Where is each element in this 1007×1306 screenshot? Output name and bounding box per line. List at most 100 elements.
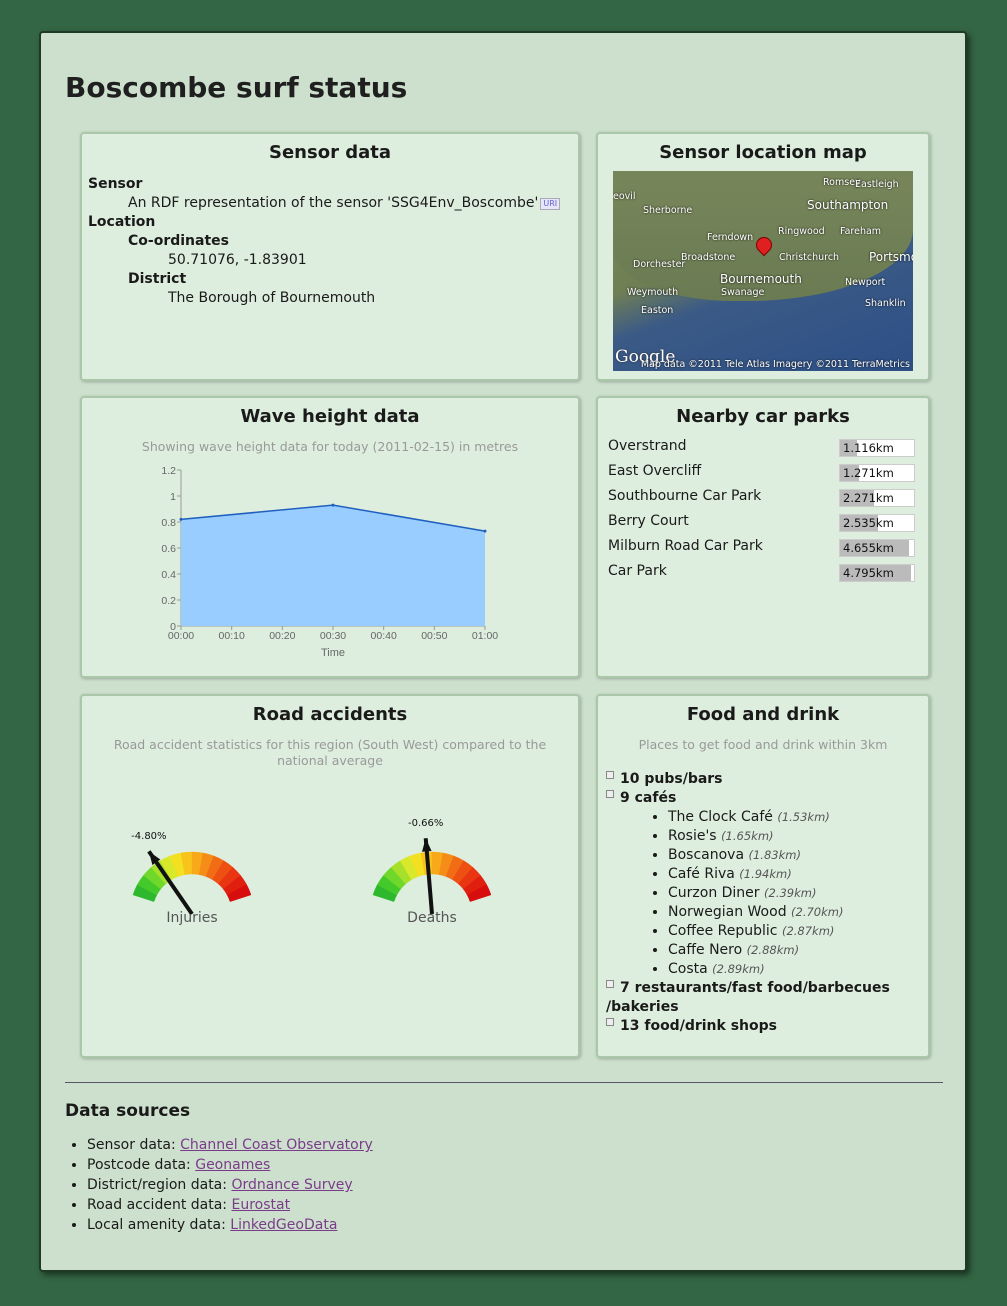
sensor-data-panel: Sensor data Sensor An RDF representation… — [80, 132, 580, 381]
cafe-distance: (1.94km) — [739, 867, 792, 881]
carpark-distance-bar: 2.535km — [839, 514, 915, 532]
food-list: 10 pubs/bars 9 cafés The Clock Café (1.5… — [606, 770, 890, 1036]
coords-value: 50.71076, -1.83901 — [168, 252, 307, 268]
carpark-distance-value: 2.271km — [843, 491, 894, 505]
sensor-details: Sensor An RDF representation of the sens… — [88, 175, 578, 308]
data-source-item: Postcode data: Geonames — [87, 1155, 373, 1175]
data-source-item: Local amenity data: LinkedGeoData — [87, 1215, 373, 1235]
map-panel-title: Sensor location map — [659, 142, 867, 163]
sensor-panel-title: Sensor data — [269, 142, 391, 163]
sensor-location-map[interactable]: Romsey Eastleigh eovil Sherborne Southam… — [613, 171, 913, 371]
map-label-shanklin: Shanklin — [865, 298, 906, 309]
data-source-label: District/region data: — [87, 1177, 232, 1193]
y-tick-label: 0.6 — [161, 543, 176, 555]
cafe-distance: (2.89km) — [712, 962, 765, 976]
x-tick-label: 01:00 — [472, 630, 498, 642]
map-label-ringwood: Ringwood — [778, 226, 825, 237]
cafe-item[interactable]: Caffe Nero (2.88km) — [668, 941, 890, 960]
cafe-item[interactable]: Rosie's (1.65km) — [668, 827, 890, 846]
carpark-name: Car Park — [608, 563, 667, 579]
section-divider — [65, 1082, 943, 1083]
cafe-item[interactable]: Norwegian Wood (2.70km) — [668, 903, 890, 922]
carpark-distance-bar: 4.795km — [839, 564, 915, 582]
expand-icon[interactable] — [606, 771, 614, 779]
district-value: The Borough of Bournemouth — [168, 290, 376, 306]
cafe-name: Costa — [668, 961, 713, 977]
cafe-item[interactable]: Boscanova (1.83km) — [668, 846, 890, 865]
carpark-distance-bar: 1.116km — [839, 439, 915, 457]
gauge-needle-head — [148, 851, 161, 865]
gauge-value: -4.80% — [131, 831, 167, 843]
coords-label: Co-ordinates — [128, 233, 229, 249]
data-source-link[interactable]: Channel Coast Observatory — [180, 1137, 373, 1153]
map-label-fareham: Fareham — [840, 226, 882, 237]
cafe-name: Norwegian Wood — [668, 904, 792, 920]
y-tick-label: 0.4 — [161, 569, 176, 581]
carpark-distance-fill — [840, 565, 911, 581]
location-label: Location — [88, 214, 156, 230]
wave-height-panel: Wave height data Showing wave height dat… — [80, 396, 580, 678]
carpark-distance-fill — [840, 540, 909, 556]
x-tick-label: 00:50 — [421, 630, 447, 642]
cafe-distance: (1.65km) — [721, 829, 774, 843]
data-sources-list: Sensor data: Channel Coast Observatory Po… — [65, 1135, 373, 1235]
map-label-eastleigh: Eastleigh — [855, 179, 899, 190]
cafe-name: Rosie's — [668, 828, 722, 844]
carpark-distance-fill — [840, 465, 859, 481]
wave-panel-title: Wave height data — [240, 406, 420, 427]
expand-icon[interactable] — [606, 1018, 614, 1026]
data-source-label: Sensor data: — [87, 1137, 181, 1153]
cafe-item[interactable]: Coffee Republic (2.87km) — [668, 922, 890, 941]
data-source-link[interactable]: LinkedGeoData — [230, 1217, 338, 1233]
accidents-subtitle: Road accident statistics for this region… — [113, 737, 547, 768]
map-label-christchurch: Christchurch — [779, 252, 840, 263]
road-accidents-panel: Road accidents Road accident statistics … — [80, 694, 580, 1058]
cafe-name: Coffee Republic — [668, 923, 782, 939]
uri-link[interactable]: URI — [540, 198, 561, 210]
cafe-item[interactable]: Café Riva (1.94km) — [668, 865, 890, 884]
carpark-name: Milburn Road Car Park — [608, 538, 763, 554]
gauge-label: Injuries — [166, 910, 218, 926]
map-label-bournemouth: Bournemouth — [720, 272, 802, 286]
cafe-distance: (2.87km) — [781, 924, 835, 938]
food-group-pubs[interactable]: 10 pubs/bars — [606, 770, 890, 789]
cafe-item[interactable]: Curzon Diner (2.39km) — [668, 884, 890, 903]
cafe-distance: (2.70km) — [791, 905, 844, 919]
data-source-label: Local amenity data: — [87, 1217, 231, 1233]
x-tick-label: 00:40 — [371, 630, 397, 642]
map-label-portsmouth: Portsmo — [869, 250, 913, 264]
food-panel-title: Food and drink — [686, 704, 840, 725]
map-label-romsey: Romsey — [823, 177, 861, 188]
data-sources-title: Data sources — [65, 1101, 191, 1121]
data-source-link[interactable]: Geonames — [195, 1157, 271, 1173]
map-label-yeovil: eovil — [613, 191, 636, 202]
data-source-item: Road accident data: Eurostat — [87, 1195, 373, 1215]
food-group-restaurants[interactable]: 7 restaurants/fast food/barbecues/bakeri… — [606, 979, 890, 1017]
food-subtitle: Places to get food and drink within 3km — [638, 737, 888, 752]
wave-point — [483, 529, 487, 533]
collapse-icon[interactable] — [606, 790, 614, 798]
y-tick-label: 0 — [170, 621, 176, 633]
cafe-item[interactable]: The Clock Café (1.53km) — [668, 808, 890, 827]
expand-icon[interactable] — [606, 980, 614, 988]
map-label-weymouth: Weymouth — [627, 287, 679, 298]
carpark-distance-fill — [840, 490, 874, 506]
map-label-ferndown: Ferndown — [707, 232, 754, 243]
cafe-list: The Clock Café (1.53km)Rosie's (1.65km)B… — [606, 808, 890, 979]
carpark-name: Overstrand — [608, 438, 687, 454]
map-label-swanage: Swanage — [721, 287, 765, 298]
carpark-distance-value: 1.271km — [843, 466, 894, 480]
wave-subtitle: Showing wave height data for today (2011… — [141, 439, 519, 454]
location-details: Co-ordinates 50.71076, -1.83901 District… — [128, 232, 578, 308]
carpark-distance-fill — [840, 440, 857, 456]
map-credit: Map data ©2011 Tele Atlas Imagery ©2011 … — [640, 359, 910, 370]
carpark-distance-fill — [840, 515, 878, 531]
cafe-name: Caffe Nero — [668, 942, 747, 958]
data-source-link[interactable]: Ordnance Survey — [231, 1177, 353, 1193]
data-source-link[interactable]: Eurostat — [231, 1197, 291, 1213]
cafe-item[interactable]: Costa (2.89km) — [668, 960, 890, 979]
carpark-distance-value: 4.795km — [843, 566, 894, 580]
food-group-cafes[interactable]: 9 cafés — [606, 789, 890, 808]
food-group-shops[interactable]: 13 food/drink shops — [606, 1017, 890, 1036]
wave-point — [179, 517, 183, 521]
